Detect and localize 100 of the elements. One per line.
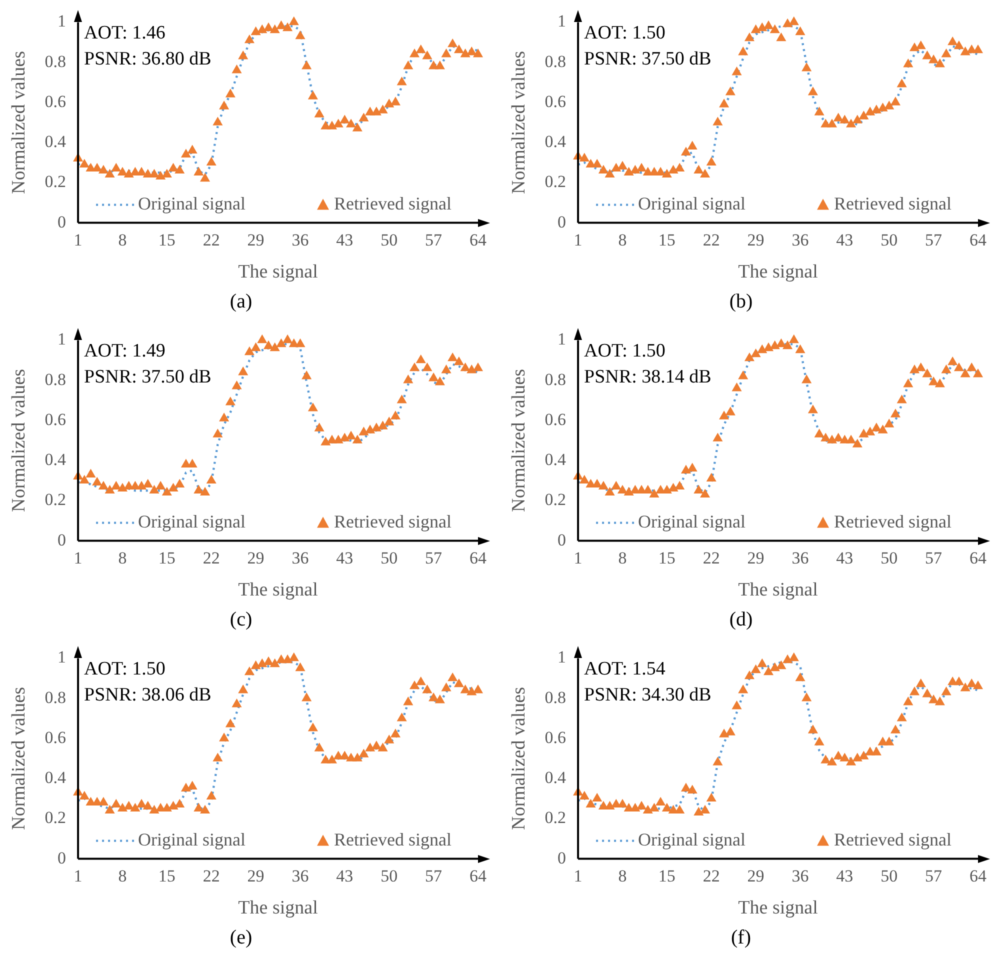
x-tick-label: 50 <box>380 230 398 250</box>
y-tick-label: 0 <box>558 530 566 550</box>
y-tick-label: 0 <box>58 848 66 868</box>
annotation: AOT: 1.50 <box>584 340 666 362</box>
y-tick-label: 1 <box>558 330 566 349</box>
x-tick-label: 43 <box>336 548 354 568</box>
x-tick-label: 50 <box>380 866 398 886</box>
x-tick-label: 1 <box>74 230 82 250</box>
y-tick-label: 0 <box>558 848 566 868</box>
x-tick-label: 57 <box>925 230 943 250</box>
x-tick-label: 22 <box>702 230 720 250</box>
legend-label: Original signal <box>138 194 246 214</box>
x-tick-label: 43 <box>836 230 854 250</box>
x-tick-label: 50 <box>380 548 398 568</box>
x-axis-title: The signal <box>238 898 318 919</box>
y-tick-label: 0.8 <box>44 52 66 71</box>
text: (d) <box>729 608 753 630</box>
x-tick-label: 29 <box>747 548 764 568</box>
y-tick-label: 0.6 <box>44 728 66 747</box>
legend-label: Original signal <box>638 512 746 532</box>
x-tick-label: 8 <box>118 230 127 250</box>
x-tick-label: 22 <box>702 548 720 568</box>
x-tick-label: 57 <box>925 548 943 568</box>
x-tick-label: 36 <box>792 866 809 886</box>
legend-label: Original signal <box>638 830 746 850</box>
y-tick-label: 1 <box>558 12 566 31</box>
annotation: PSNR: 38.06 dB <box>84 684 212 706</box>
y-axis-title: Normalized values <box>508 687 530 830</box>
x-tick-label: 43 <box>836 866 854 886</box>
y-tick-label: 0.6 <box>544 728 566 747</box>
y-tick-label: 0.8 <box>44 688 66 707</box>
y-tick-label: 0.8 <box>544 52 566 71</box>
annotation: AOT: 1.50 <box>584 22 666 44</box>
y-tick-label: 0.2 <box>44 808 66 828</box>
x-tick-label: 50 <box>880 866 898 886</box>
x-tick-label: 1 <box>74 548 82 568</box>
x-tick-label: 1 <box>574 866 582 886</box>
y-tick-label: 0.6 <box>544 410 566 429</box>
annotation: PSNR: 37.50 dB <box>584 48 712 70</box>
y-tick-label: 0.4 <box>544 450 567 470</box>
x-tick-label: 15 <box>158 230 176 250</box>
annotation: AOT: 1.49 <box>84 340 166 362</box>
x-tick-label: 29 <box>247 866 264 886</box>
annotation: AOT: 1.46 <box>84 22 166 44</box>
y-tick-label: 0.8 <box>544 370 566 389</box>
x-tick-label: 57 <box>425 866 443 886</box>
x-tick-label: 8 <box>118 548 127 568</box>
legend-label: Retrieved signal <box>834 830 952 850</box>
x-tick-label: 1 <box>74 866 82 886</box>
x-tick-label: 64 <box>970 866 987 886</box>
x-tick-label: 64 <box>970 230 987 250</box>
x-tick-label: 15 <box>658 230 676 250</box>
y-tick-label: 0.6 <box>44 92 66 111</box>
legend-label: Original signal <box>138 830 246 850</box>
x-axis-title: The signal <box>738 580 818 601</box>
x-axis-title: The signal <box>738 262 818 283</box>
y-axis-title: Normalized values <box>8 369 30 512</box>
annotation: PSNR: 37.50 dB <box>84 366 212 388</box>
x-tick-label: 22 <box>702 866 720 886</box>
x-tick-label: 29 <box>747 866 764 886</box>
y-tick-label: 0.4 <box>44 450 67 470</box>
x-tick-label: 64 <box>470 866 487 886</box>
y-tick-label: 1 <box>58 12 66 31</box>
x-tick-label: 36 <box>792 548 809 568</box>
x-tick-label: 15 <box>658 866 676 886</box>
x-tick-label: 57 <box>925 866 943 886</box>
annotation: PSNR: 38.14 dB <box>584 366 712 388</box>
y-axis-title: Normalized values <box>8 687 30 830</box>
x-tick-label: 22 <box>202 548 220 568</box>
y-axis-title: Normalized values <box>508 369 530 512</box>
annotation: AOT: 1.54 <box>584 658 666 680</box>
x-tick-label: 50 <box>880 548 898 568</box>
x-tick-label: 57 <box>425 548 443 568</box>
y-tick-label: 0.2 <box>544 808 566 828</box>
x-tick-label: 15 <box>158 548 176 568</box>
annotation: PSNR: 36.80 dB <box>84 48 212 70</box>
legend-label: Original signal <box>638 194 746 214</box>
x-tick-label: 50 <box>880 230 898 250</box>
x-axis-title: The signal <box>738 898 818 919</box>
y-tick-label: 0.8 <box>544 688 566 707</box>
x-tick-label: 1 <box>574 548 582 568</box>
legend-label: Retrieved signal <box>834 194 952 214</box>
legend-label: Retrieved signal <box>334 512 452 532</box>
y-tick-label: 0 <box>58 530 66 550</box>
y-tick-label: 0.2 <box>44 172 66 192</box>
x-tick-label: 29 <box>247 548 264 568</box>
x-tick-label: 36 <box>292 548 309 568</box>
y-tick-label: 0 <box>558 212 566 232</box>
x-tick-label: 43 <box>336 866 354 886</box>
x-tick-label: 43 <box>836 548 854 568</box>
x-tick-label: 1 <box>574 230 582 250</box>
y-tick-label: 0.2 <box>44 490 66 510</box>
y-tick-label: 0.2 <box>544 172 566 192</box>
y-tick-label: 0.2 <box>544 490 566 510</box>
x-tick-label: 8 <box>118 866 127 886</box>
annotation: AOT: 1.50 <box>84 658 166 680</box>
y-tick-label: 0 <box>58 212 66 232</box>
x-tick-label: 64 <box>470 548 487 568</box>
x-tick-label: 36 <box>292 866 309 886</box>
legend-label: Retrieved signal <box>334 830 452 850</box>
